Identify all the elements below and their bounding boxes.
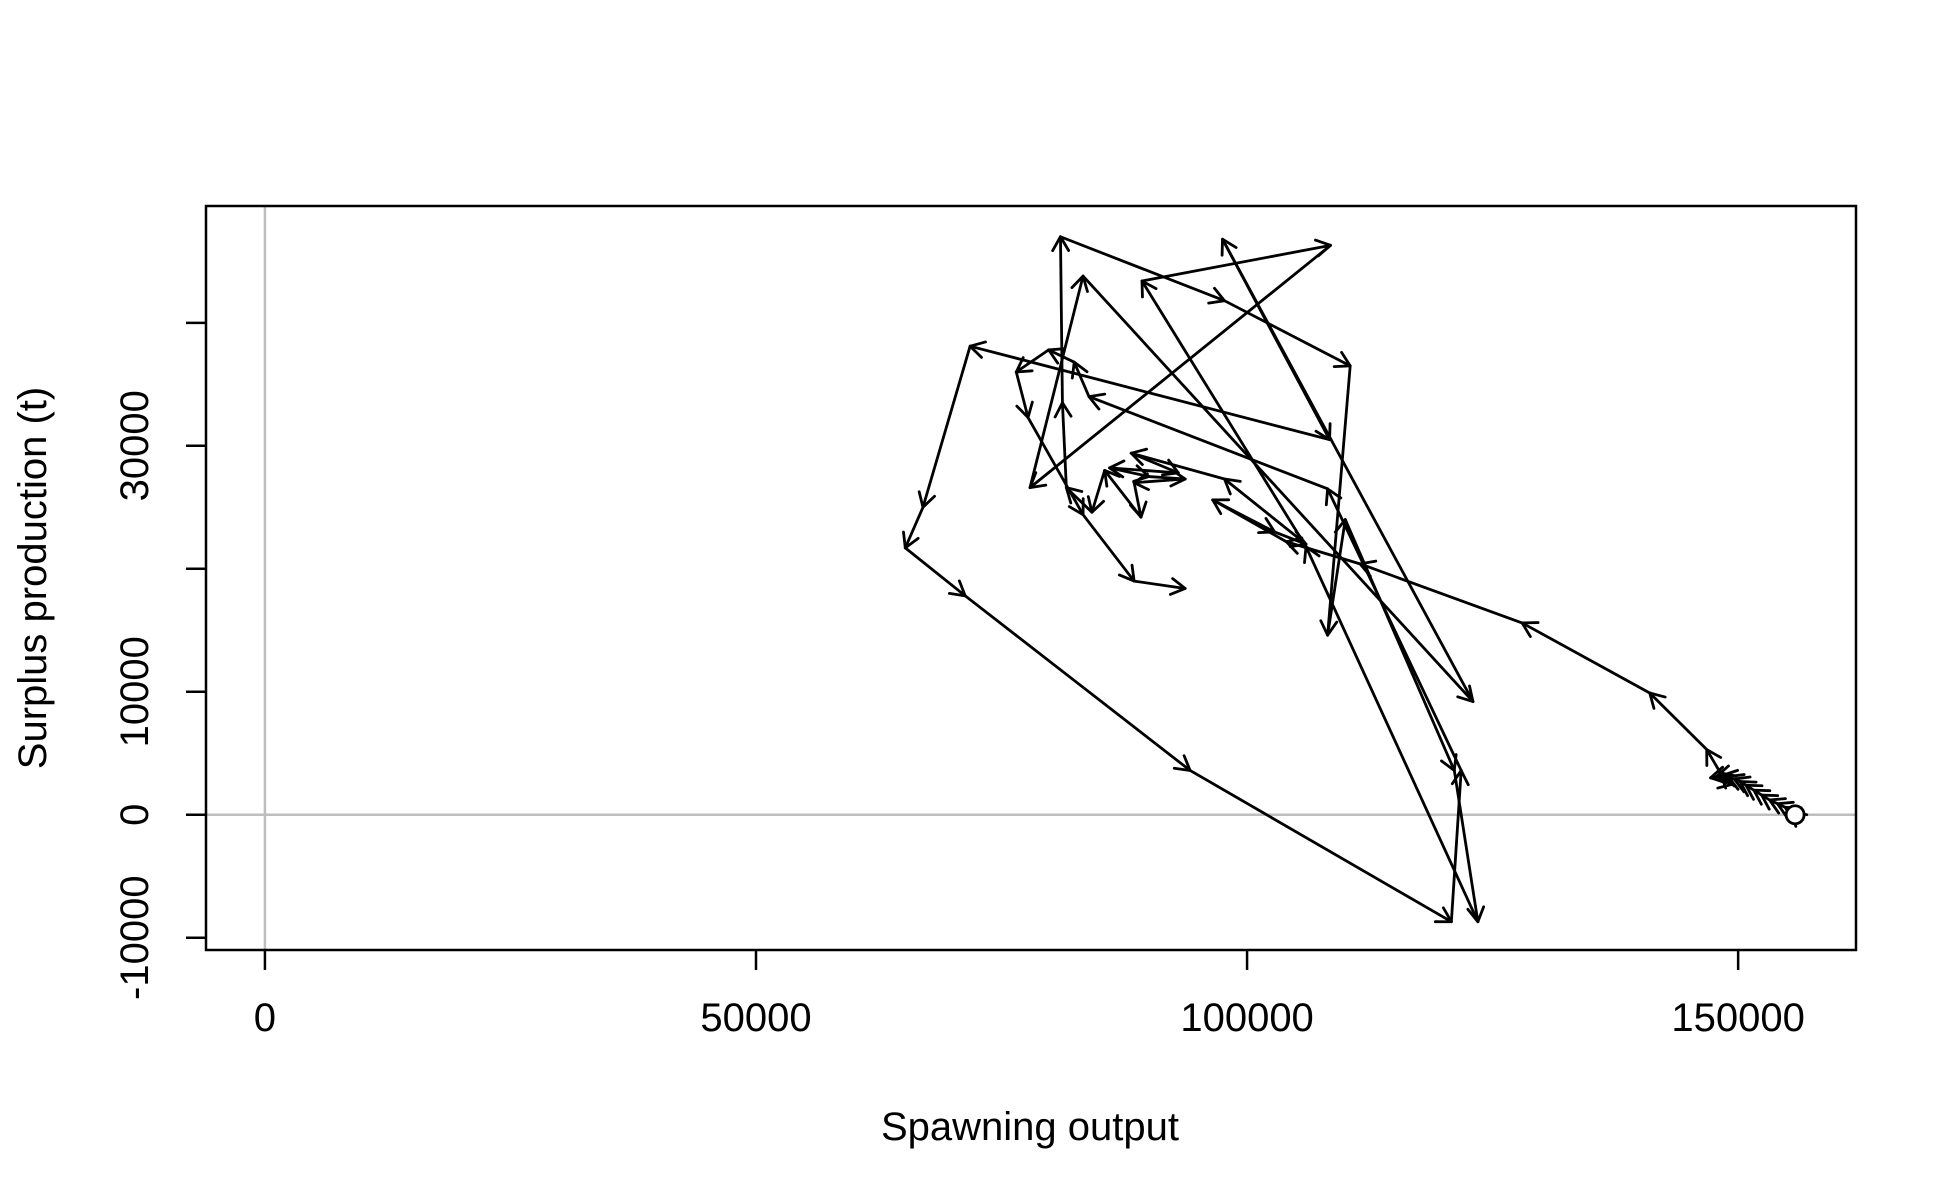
- x-tick-label: 50000: [700, 996, 811, 1040]
- trajectory-arrow: [963, 594, 1192, 772]
- trajectory-arrow: [1303, 545, 1480, 924]
- trajectory-arrow: [1324, 487, 1463, 772]
- trajectory-arrow: [1014, 348, 1051, 374]
- trajectory-arrow: [1221, 237, 1332, 442]
- trajectory-arrow: [1070, 360, 1091, 399]
- y-tick-label: -10000: [113, 875, 157, 1000]
- series-layer: [902, 235, 1809, 924]
- start-point-marker: [1784, 804, 1806, 826]
- trajectory-arrow: [1211, 498, 1276, 535]
- y-axis-title: Surplus production (t): [11, 387, 55, 769]
- y-tick-label: 10000: [113, 636, 157, 747]
- trajectory-arrow: [1028, 274, 1089, 490]
- x-axis: 0 50000 100000 150000: [254, 950, 1805, 1040]
- x-tick-label: 150000: [1671, 996, 1804, 1040]
- trajectory-arrow: [1319, 364, 1352, 637]
- x-tick-label: 100000: [1180, 996, 1313, 1040]
- trajectory-arrow: [903, 546, 967, 598]
- trajectory-arrow: [1086, 468, 1107, 514]
- trajectory-arrow: [1188, 769, 1453, 924]
- trajectory-arrow: [1705, 748, 1723, 775]
- trajectory-arrow: [1053, 401, 1073, 490]
- x-tick-label: 0: [254, 996, 276, 1040]
- y-tick-label: 0: [113, 804, 157, 826]
- trajectory-arrow: [902, 505, 925, 550]
- trajectory-arrow: [1132, 577, 1187, 596]
- reference-lines: [206, 206, 1856, 950]
- x-axis-title: Spawning output: [881, 1105, 1179, 1149]
- plot-frame: [204, 204, 1858, 952]
- trajectory-arrow: [1051, 235, 1071, 405]
- trajectory-arrow: [1648, 691, 1709, 751]
- y-tick-label: 30000: [113, 390, 157, 501]
- trajectory-arrow: [917, 344, 972, 509]
- y-axis: -10000 0 10000 30000: [113, 321, 206, 1000]
- trajectory-arrow: [1358, 559, 1524, 625]
- trajectory-arrow: [1081, 513, 1136, 583]
- trajectory-arrow: [1520, 621, 1652, 695]
- trajectory-arrow: [1014, 370, 1034, 419]
